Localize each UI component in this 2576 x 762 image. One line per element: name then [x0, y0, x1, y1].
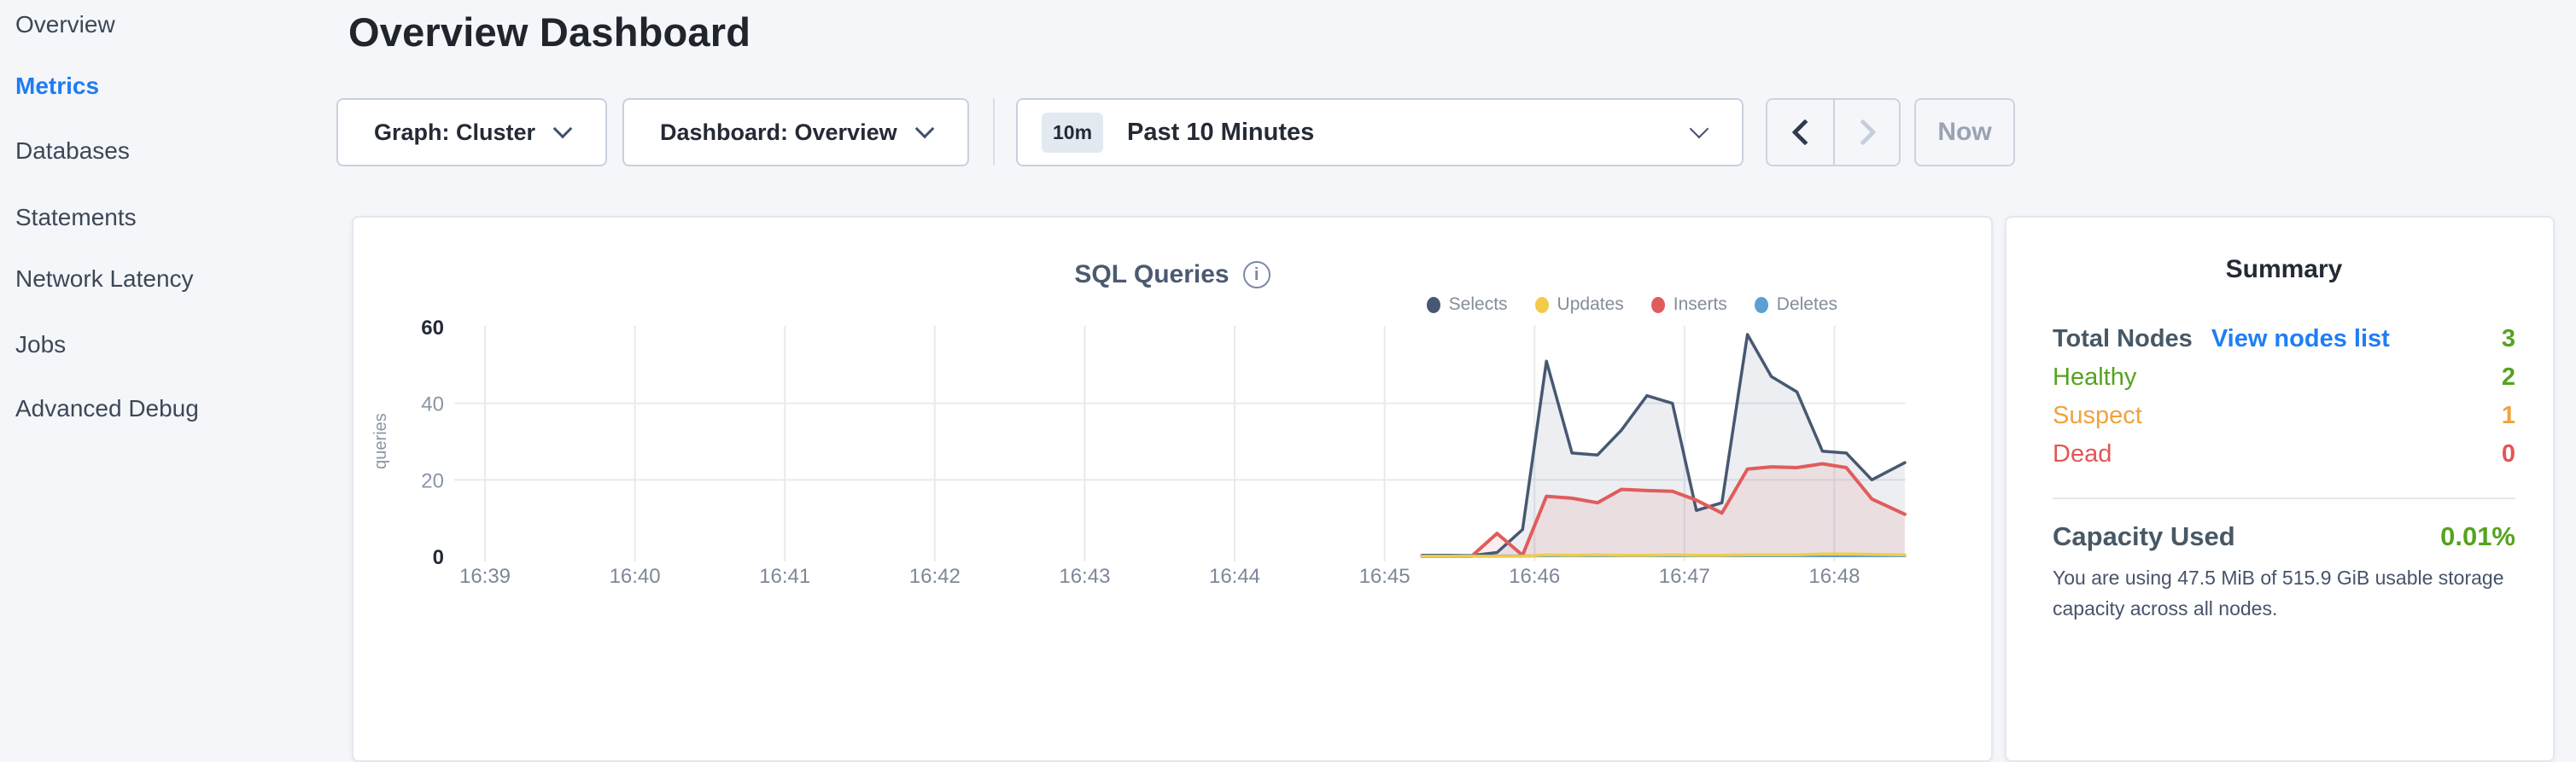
next-time-window-button[interactable] [1833, 100, 1899, 165]
legend-label: Inserts [1673, 294, 1727, 314]
chevron-down-icon [914, 119, 934, 139]
capacity-used-label: Capacity Used [2053, 521, 2235, 551]
now-button[interactable]: Now [1914, 98, 2015, 166]
time-range-selector[interactable]: 10m Past 10 Minutes [1016, 98, 1744, 166]
chart-title: SQL Queries [1074, 260, 1230, 288]
legend-item-selects: Selects [1426, 294, 1508, 315]
legend-dot-inserts [1650, 296, 1665, 313]
chart-legend: Selects Updates Inserts Deletes [1426, 294, 1837, 315]
svg-text:16:46: 16:46 [1509, 565, 1560, 588]
healthy-value: 2 [2501, 364, 2515, 391]
dead-label: Dead [2053, 440, 2112, 468]
sql-queries-chart-plot[interactable]: 16:39 16:40 16:41 16:42 16:43 16:44 16:45 16:46… [353, 218, 1995, 619]
svg-text:16:42: 16:42 [909, 565, 961, 588]
legend-dot-updates [1534, 296, 1549, 313]
summary-title: Summary [2225, 255, 2343, 283]
legend-item-inserts: Inserts [1650, 294, 1727, 315]
previous-time-window-button[interactable] [1767, 100, 1833, 165]
sidebar: Overview Metrics Databases Statements Ne… [0, 0, 338, 623]
total-nodes-value: 3 [2501, 325, 2515, 352]
svg-text:40: 40 [421, 393, 444, 416]
suspect-value: 1 [2501, 402, 2515, 429]
svg-text:0: 0 [433, 546, 444, 569]
svg-text:20: 20 [421, 469, 444, 492]
svg-text:queries: queries [371, 413, 390, 469]
svg-text:16:47: 16:47 [1659, 565, 1710, 588]
sidebar-item-advanced-debug[interactable]: Advanced Debug [15, 395, 199, 422]
capacity-used-value: 0.01% [2440, 521, 2515, 551]
time-range-label: Past 10 Minutes [1127, 118, 1315, 146]
legend-dot-selects [1426, 296, 1440, 313]
legend-label: Deletes [1776, 294, 1837, 314]
dashboard-dropdown-label: Dashboard: Overview [660, 119, 897, 145]
chevron-down-icon [1689, 119, 1709, 139]
svg-text:60: 60 [421, 317, 444, 340]
graph-scope-dropdown-label: Graph: Cluster [374, 119, 536, 145]
legend-dot-deletes [1754, 296, 1768, 313]
sidebar-item-jobs[interactable]: Jobs [15, 331, 67, 358]
svg-text:16:43: 16:43 [1059, 565, 1110, 588]
svg-text:16:44: 16:44 [1209, 565, 1260, 588]
dead-value: 0 [2501, 440, 2515, 468]
time-pager [1766, 98, 1901, 166]
total-nodes-label: Total Nodes [2053, 325, 2193, 352]
summary-row-dead: Dead 0 [2053, 435, 2515, 474]
legend-item-deletes: Deletes [1754, 294, 1837, 315]
svg-text:16:39: 16:39 [459, 565, 511, 588]
legend-item-updates: Updates [1534, 294, 1624, 315]
sidebar-item-network-latency[interactable]: Network Latency [15, 265, 194, 292]
chevron-left-icon [1790, 119, 1819, 146]
legend-label: Selects [1448, 294, 1508, 314]
svg-text:16:40: 16:40 [610, 565, 661, 588]
view-nodes-list-link[interactable]: View nodes list [2211, 325, 2390, 352]
page-title: Overview Dashboard [348, 9, 751, 55]
sidebar-item-statements[interactable]: Statements [15, 204, 137, 230]
suspect-label: Suspect [2053, 402, 2142, 429]
svg-text:16:48: 16:48 [1808, 565, 1860, 588]
dashboard-dropdown[interactable]: Dashboard: Overview [622, 98, 969, 166]
chevron-right-icon [1849, 119, 1877, 146]
chevron-down-icon [552, 119, 573, 139]
sidebar-item-overview[interactable]: Overview [15, 11, 115, 38]
summary-row-total-nodes: Total Nodes View nodes list 3 [2053, 320, 2515, 358]
graph-scope-dropdown[interactable]: Graph: Cluster [336, 98, 608, 166]
svg-text:16:41: 16:41 [759, 565, 810, 588]
legend-label: Updates [1557, 294, 1624, 314]
info-icon[interactable]: i [1242, 261, 1270, 288]
healthy-label: Healthy [2053, 364, 2137, 391]
summary-row-suspect: Suspect 1 [2053, 397, 2515, 435]
summary-panel: Summary Total Nodes View nodes list 3 He… [2005, 216, 2555, 762]
sql-queries-chart-card: SQL Queries i Selects Updates Inserts Delet… [352, 216, 1993, 762]
capacity-used-row: Capacity Used 0.01% [2053, 521, 2515, 552]
time-range-badge: 10m [1042, 112, 1104, 153]
sidebar-item-databases[interactable]: Databases [15, 137, 130, 164]
summary-divider [2053, 497, 2515, 499]
toolbar-divider [993, 98, 995, 165]
svg-text:16:45: 16:45 [1359, 565, 1411, 588]
sidebar-item-metrics[interactable]: Metrics [15, 73, 100, 99]
summary-row-healthy: Healthy 2 [2053, 358, 2515, 397]
capacity-caption: You are using 47.5 MiB of 515.9 GiB usab… [2053, 567, 2504, 619]
